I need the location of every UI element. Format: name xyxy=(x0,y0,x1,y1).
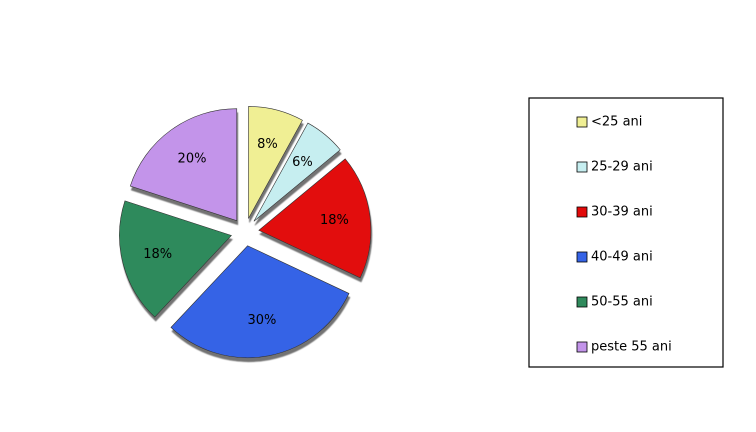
data-label: 6% xyxy=(292,155,313,170)
legend-swatch xyxy=(576,251,588,263)
data-label: 30% xyxy=(247,313,276,328)
pie: 8% 6% 18% 30% 18% 20% xyxy=(119,106,372,358)
data-label: 20% xyxy=(178,152,207,167)
legend: <25 ani 25-29 ani 30-39 ani 40-49 ani 50-55 … xyxy=(576,115,672,355)
legend-swatch xyxy=(576,116,588,128)
legend-swatch xyxy=(576,341,588,353)
legend-box xyxy=(528,97,724,368)
data-label: 18% xyxy=(320,213,349,228)
legend-swatch xyxy=(576,161,588,173)
pie-slice xyxy=(129,108,238,222)
pie-slice xyxy=(258,158,372,279)
pie-slice xyxy=(119,200,232,318)
legend-label: 25-29 ani xyxy=(591,160,653,175)
legend-label: peste 55 ani xyxy=(591,340,672,355)
pie-slice xyxy=(253,122,341,222)
data-label: 18% xyxy=(143,247,172,262)
pie-slice xyxy=(248,106,303,219)
legend-label: <25 ani xyxy=(591,115,642,130)
legend-label: 50-55 ani xyxy=(591,295,653,310)
legend-label: 40-49 ani xyxy=(591,250,653,265)
legend-swatch xyxy=(576,206,588,218)
data-label: 8% xyxy=(257,137,278,152)
pie-slice xyxy=(170,245,350,358)
legend-label: 30-39 ani xyxy=(591,205,653,220)
legend-swatch xyxy=(576,296,588,308)
